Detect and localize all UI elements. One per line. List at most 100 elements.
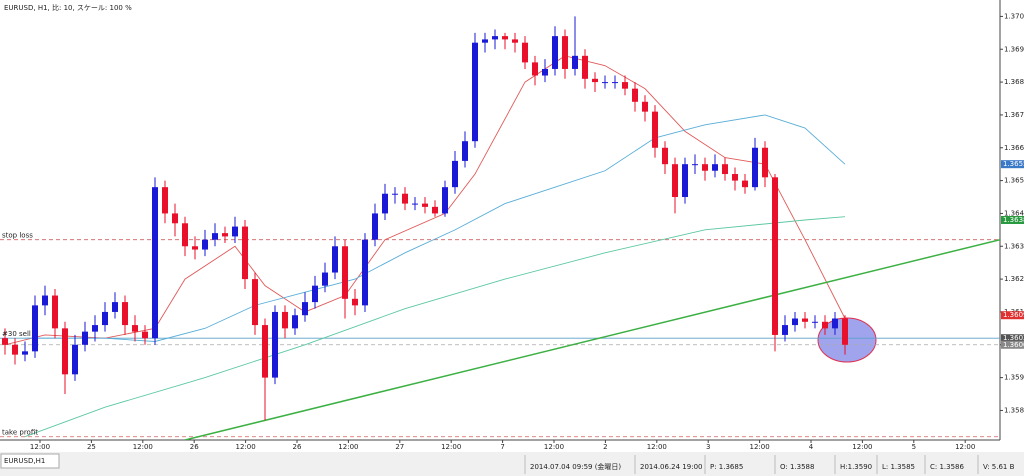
candle-body [182, 223, 188, 247]
candle-body [132, 325, 138, 332]
status-item: L: 1.3585 [882, 463, 915, 471]
candle-body [362, 239, 368, 306]
x-tick-label: 12:00 [544, 443, 564, 451]
price-tag [1001, 334, 1024, 343]
candle-body [332, 246, 338, 273]
candle-body [782, 325, 788, 335]
x-tick-label: 4 [809, 443, 814, 451]
candle-body [752, 147, 758, 188]
candle-body [192, 246, 198, 250]
candle-body [92, 325, 98, 332]
level-label: stop loss [2, 232, 33, 240]
candle-body [512, 39, 518, 43]
candle-body [762, 147, 768, 178]
x-tick-label: 12:00 [750, 443, 770, 451]
candle-body [452, 160, 458, 188]
candle-body [262, 325, 268, 378]
candle-body [252, 279, 258, 326]
candle-body [602, 82, 608, 84]
status-item: C: 1.3586 [930, 463, 965, 471]
candle-body [402, 193, 408, 204]
y-tick-label: 1.3580 [1004, 406, 1024, 414]
candle-body [52, 295, 58, 329]
candle-body [172, 213, 178, 224]
price-tag-label: 1.3600 [1003, 341, 1024, 349]
status-item: P: 1.3685 [710, 463, 743, 471]
candle-body [102, 311, 108, 326]
candle-body [282, 311, 288, 329]
candle-body [792, 318, 798, 326]
status-item: V: 5.61 B [983, 463, 1015, 471]
y-tick-label: 1.3620 [1004, 275, 1024, 283]
x-tick-label: 3 [706, 443, 710, 451]
candle-body [652, 111, 658, 148]
y-tick-label: 1.3660 [1004, 144, 1024, 152]
candle-body [382, 193, 388, 214]
candle-body [412, 203, 418, 205]
symbol-tab[interactable] [0, 453, 60, 469]
candle-body [692, 164, 698, 166]
moving-average [24, 216, 846, 438]
candle-body [112, 302, 118, 312]
candle-body [552, 36, 558, 69]
candle-body [812, 321, 818, 323]
candle-body [572, 55, 578, 69]
y-tick-label: 1.3680 [1004, 78, 1024, 86]
status-bar [0, 452, 1024, 476]
x-tick-label: 12:00 [852, 443, 872, 451]
x-tick-label: 26 [293, 443, 302, 451]
candle-body [592, 78, 598, 83]
x-tick-label: 12:00 [647, 443, 667, 451]
price-tag [1001, 311, 1024, 320]
candle-body [712, 164, 718, 171]
candle-body [562, 36, 568, 69]
x-tick-label: 12:00 [133, 443, 153, 451]
candle-body [222, 233, 228, 237]
x-tick-label: 12:00 [955, 443, 975, 451]
candle-body [472, 42, 478, 142]
candle-body [152, 187, 158, 339]
candle-body [392, 193, 398, 195]
status-item: 2014.06.24 19:00 [640, 463, 702, 471]
candle-body [372, 213, 378, 240]
x-tick-label: 26 [190, 443, 199, 451]
candle-body [242, 226, 248, 280]
candle-body [352, 298, 358, 306]
y-tick-label: 1.3700 [1004, 12, 1024, 20]
level-label: take profit [2, 429, 38, 437]
candle-body [702, 164, 708, 171]
plot-area [0, 16, 1000, 440]
candle-body [442, 187, 448, 214]
level-label: #30 sell [2, 330, 31, 338]
x-tick-label: 12:00 [236, 443, 256, 451]
candle-body [42, 295, 48, 306]
x-tick-label: 25 [87, 443, 96, 451]
candle-body [142, 331, 148, 339]
status-item: 2014.07.04 09:59 (金曜日) [530, 462, 621, 471]
y-tick-label: 1.3690 [1004, 45, 1024, 53]
candle-body [82, 331, 88, 345]
price-tag [1001, 216, 1024, 224]
candle-body [62, 328, 68, 375]
candle-body [72, 344, 78, 375]
status-item: H:1.3590 [840, 463, 872, 471]
candle-body [322, 272, 328, 286]
candle-body [742, 180, 748, 188]
candle-body [532, 62, 538, 76]
symbol-tab-label[interactable]: EURUSD,H1 [4, 457, 45, 465]
candle-body [542, 68, 548, 76]
price-tag-label: 1.3609 [1003, 311, 1024, 319]
candle-body [612, 82, 618, 84]
candle-body [12, 344, 18, 355]
y-tick-label: 1.3590 [1004, 374, 1024, 382]
candle-body [682, 164, 688, 198]
x-tick-label: 5 [912, 443, 916, 451]
candle-body [722, 164, 728, 175]
candle-body [622, 82, 628, 89]
candle-body [462, 141, 468, 161]
x-tick-label: 27 [395, 443, 404, 451]
y-tick-label: 1.3650 [1004, 177, 1024, 185]
candle-body [492, 36, 498, 40]
